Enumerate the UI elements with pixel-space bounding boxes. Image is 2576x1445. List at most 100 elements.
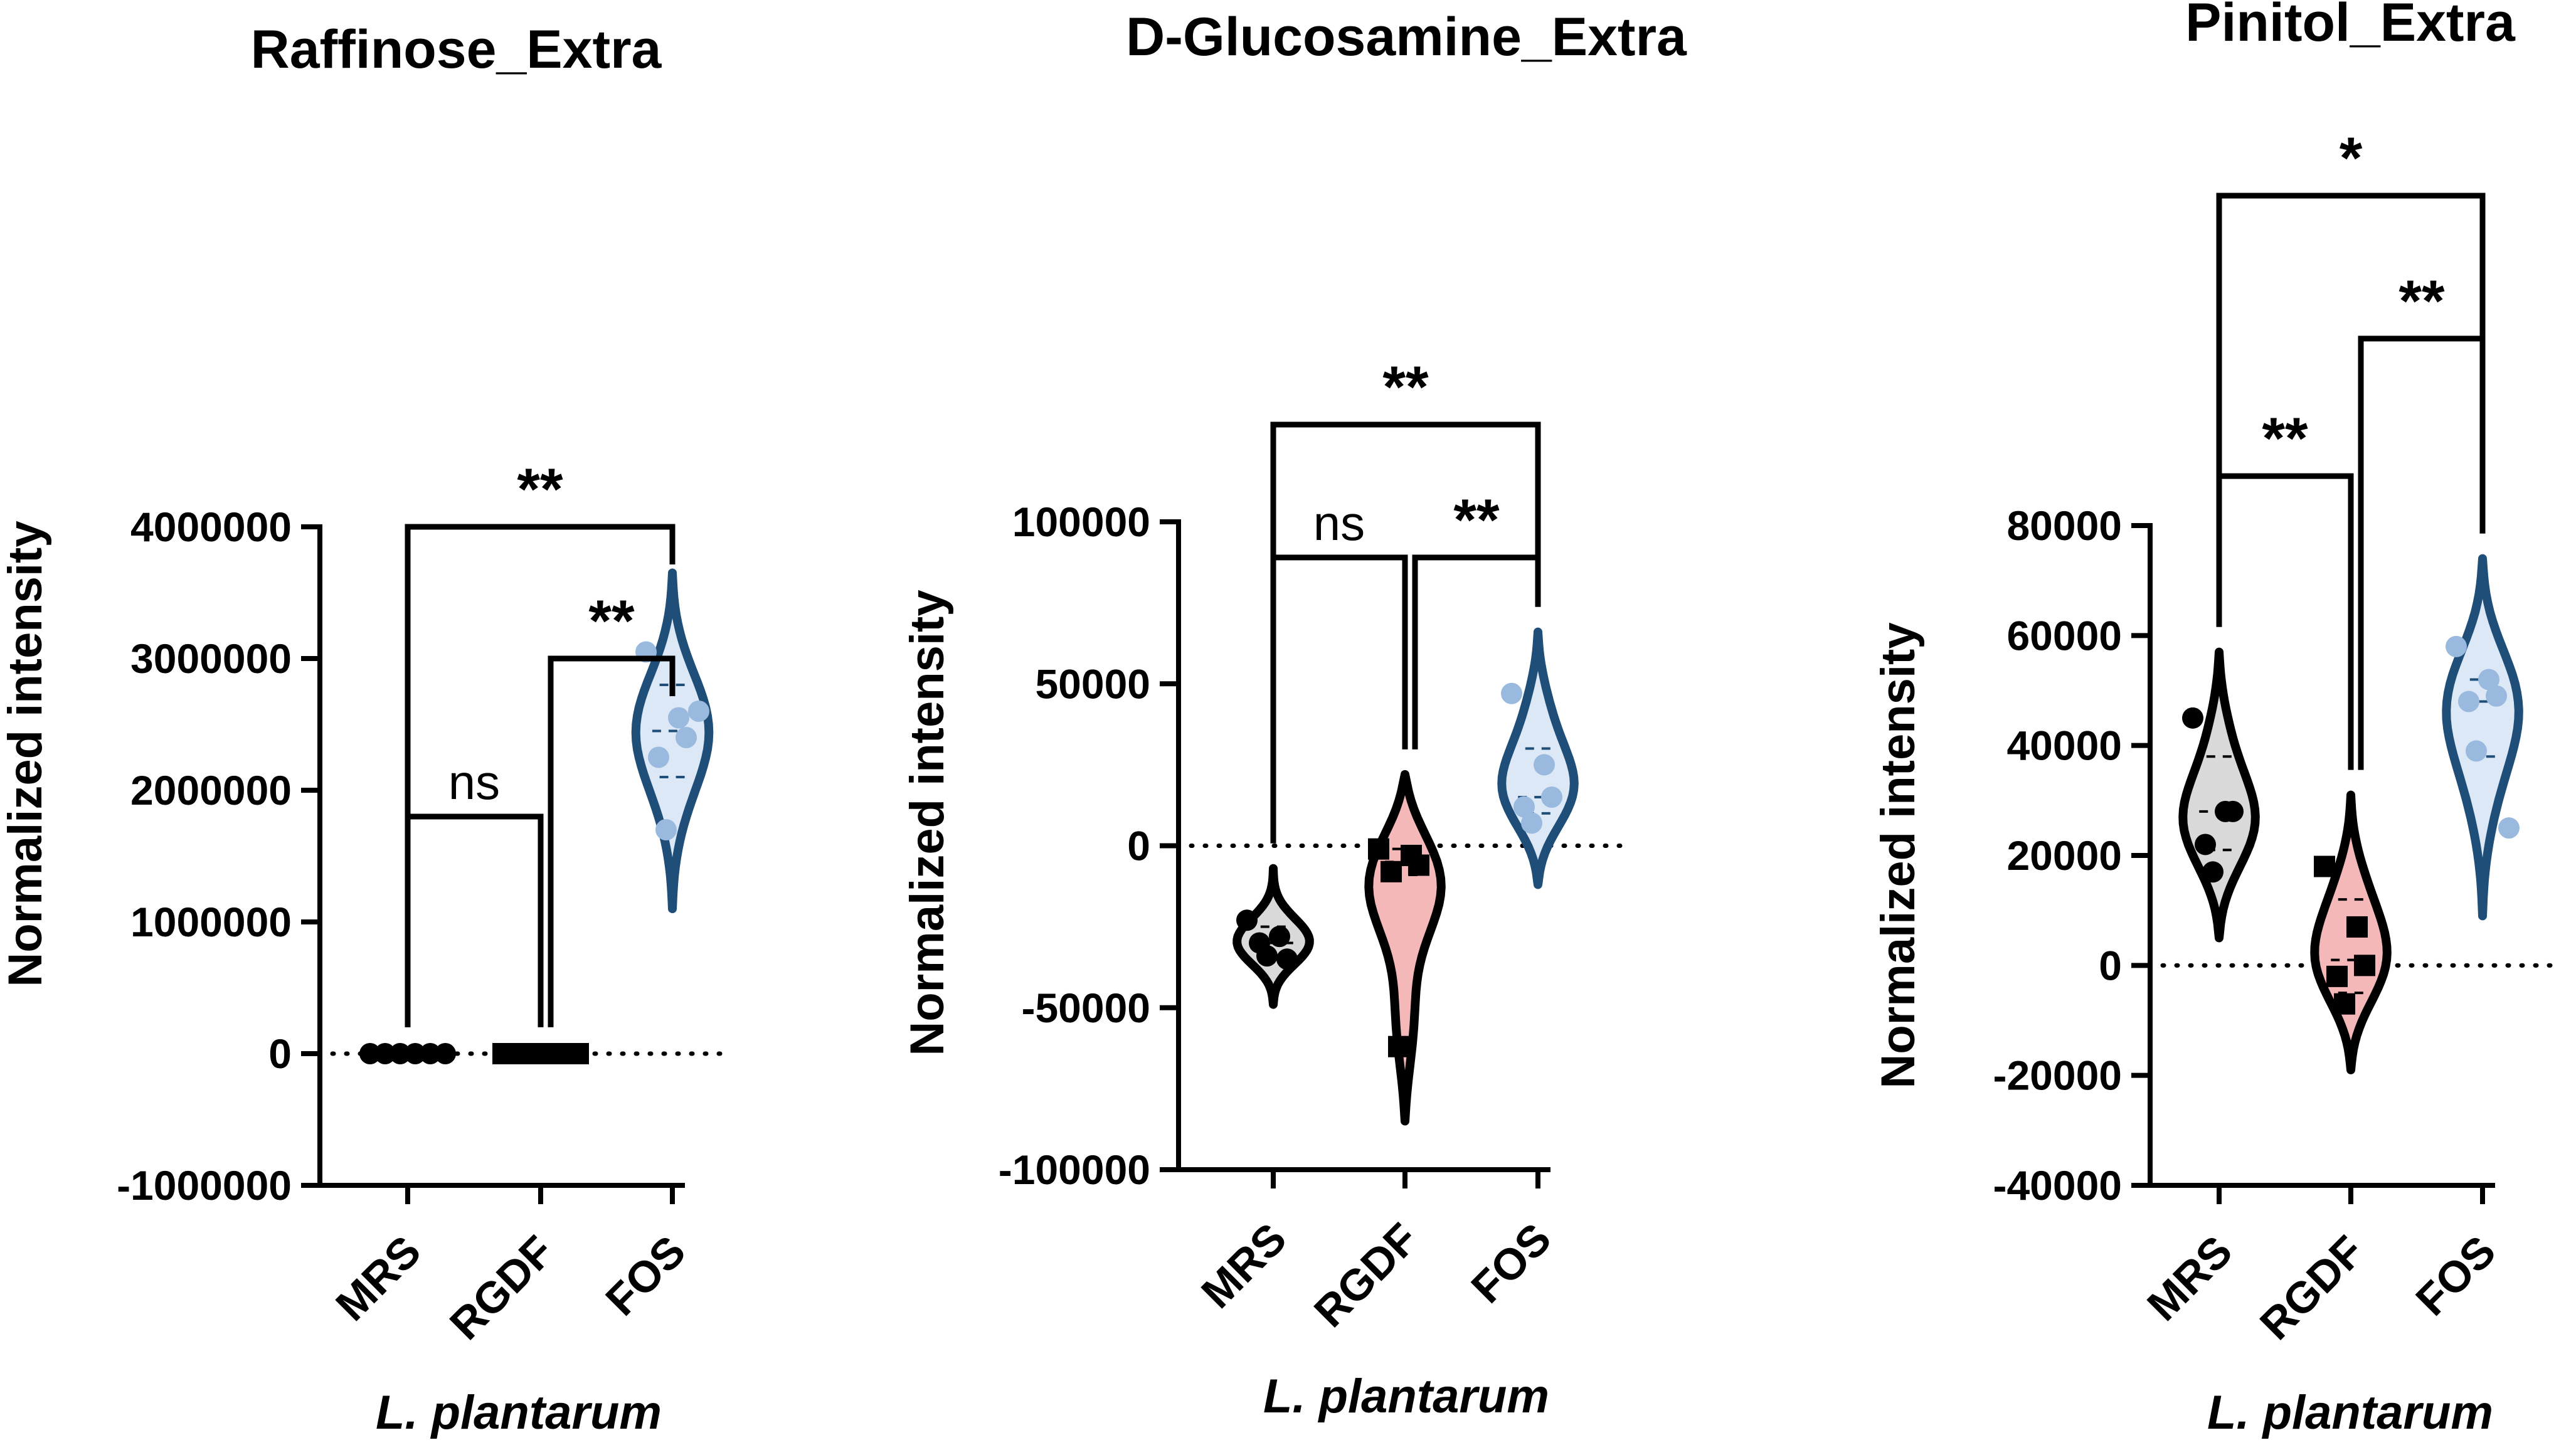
y-tick-label: 40000 [2006, 722, 2122, 769]
significance-bracket [405, 813, 544, 1027]
data-point [2478, 669, 2499, 691]
data-point [2498, 817, 2520, 839]
x-tick-label-mrs: MRS [2138, 1226, 2241, 1330]
y-tick-label: -20000 [1993, 1052, 2122, 1099]
y-tick-label: 20000 [2006, 832, 2122, 879]
chart-title: D-Glucosamine_Extra [1126, 7, 1687, 67]
data-point [1513, 796, 1535, 818]
y-tick-label: -100000 [999, 1146, 1150, 1193]
data-point [2182, 707, 2203, 729]
y-tick-label: 1000000 [130, 899, 292, 945]
violin-group-mrs [2178, 647, 2260, 943]
data-point [2486, 685, 2507, 707]
y-axis-label: Normalized intensity [1872, 622, 1925, 1088]
violin-body [2178, 647, 2260, 943]
data-point [2202, 861, 2224, 883]
y-axis-label: Normalized intensity [901, 590, 954, 1056]
y-tick-label: 100000 [1012, 499, 1150, 545]
significance-label: ns [448, 754, 500, 810]
y-tick-label: -40000 [1993, 1162, 2122, 1209]
data-point [655, 819, 677, 840]
data-point [1501, 682, 1522, 704]
data-point [1269, 926, 1290, 948]
y-tick-label: 3000000 [130, 635, 292, 682]
significance-label: * [2340, 125, 2363, 191]
significance-label: ** [1382, 354, 1429, 420]
data-point [405, 1043, 426, 1064]
data-point [1236, 909, 1258, 931]
x-tick-label-fos: FOS [1462, 1214, 1561, 1312]
y-tick-label: 50000 [1035, 660, 1150, 707]
data-point [2354, 955, 2375, 977]
violin-group-mrs [359, 1043, 456, 1064]
data-point [374, 1043, 396, 1064]
x-tick-label-mrs: MRS [326, 1226, 430, 1330]
y-tick-label: 60000 [2006, 612, 2122, 659]
chart-title: Raffinose_Extra [251, 19, 662, 80]
data-point [2346, 916, 2368, 938]
data-point [688, 701, 709, 722]
data-point [2458, 691, 2479, 712]
data-point [359, 1043, 381, 1064]
significance-bracket [1270, 554, 1408, 844]
plot-marks: -40000 -20000 0 20000 40000 60000 80000 MRS RGDF… [1993, 125, 2562, 1349]
data-point [1276, 948, 1298, 970]
data-point [435, 1043, 456, 1064]
y-axis-label: Normalized intensity [0, 521, 52, 987]
significance-bracket [2216, 473, 2354, 770]
data-point [2314, 855, 2335, 877]
data-point [676, 727, 697, 748]
x-axis-label: L. plantarum [376, 1386, 662, 1439]
panel-raffinose: Raffinose_Extra Normalized intensity L. … [0, 19, 733, 1439]
y-tick-label: 0 [268, 1030, 292, 1077]
data-point [1368, 838, 1389, 860]
x-tick-label-fos: FOS [2407, 1226, 2505, 1325]
significance-label: ** [517, 456, 563, 522]
data-point [420, 1043, 441, 1064]
violin-group-fos [631, 568, 714, 913]
data-point [2446, 635, 2467, 657]
x-axis-label: L. plantarum [1263, 1370, 1549, 1423]
significance-label: ** [2398, 268, 2445, 334]
plot-marks: -100000 -50000 0 50000 100000 MRS RGDF FOS ** ns *… [999, 354, 1627, 1336]
violin-group-rgdf [2310, 790, 2392, 1074]
data-point [568, 1043, 589, 1064]
data-point [1388, 1035, 1409, 1057]
panel-pinitol: Pinitol_Extra Normalized intensity L. pl… [1872, 0, 2562, 1439]
violin-body [1364, 770, 1446, 1126]
violin-body [631, 568, 714, 913]
data-point [2195, 834, 2216, 855]
data-point [648, 746, 669, 768]
x-tick-label-fos: FOS [596, 1226, 695, 1325]
data-point [668, 707, 689, 729]
significance-bracket [405, 524, 676, 1027]
data-point [390, 1043, 411, 1064]
data-point [1256, 945, 1278, 967]
plot-marks: -1000000 0 1000000 2000000 3000000 4000000 MRS… [117, 456, 733, 1349]
chart-title: Pinitol_Extra [2185, 0, 2516, 53]
data-point [1381, 860, 1402, 882]
x-tick-label-rgdf: RGDF [440, 1226, 563, 1348]
y-tick-label: -1000000 [117, 1162, 292, 1209]
violin-group-mrs [1232, 864, 1314, 1009]
significance-label: ** [2262, 405, 2308, 471]
data-point [2222, 800, 2244, 822]
significance-label: ** [588, 588, 635, 654]
data-point [1541, 786, 1562, 808]
data-point [1408, 854, 1429, 876]
data-point [1534, 754, 1555, 776]
violin-group-fos [1497, 627, 1579, 889]
y-tick-label: 80000 [2006, 502, 2122, 549]
data-point [2326, 965, 2348, 987]
x-axis-label: L. plantarum [2207, 1386, 2493, 1439]
violin-group-rgdf [1364, 770, 1446, 1126]
significance-label: ** [1453, 487, 1500, 553]
significance-bracket [548, 655, 676, 1027]
y-tick-label: 4000000 [130, 504, 292, 550]
data-point [1521, 812, 1542, 834]
panel-d-glucosamine: D-Glucosamine_Extra Normalized intensity… [901, 7, 1687, 1423]
violin-group-rgdf [492, 1043, 589, 1064]
x-tick-label-mrs: MRS [1192, 1214, 1295, 1317]
significance-bracket [1412, 554, 1541, 749]
